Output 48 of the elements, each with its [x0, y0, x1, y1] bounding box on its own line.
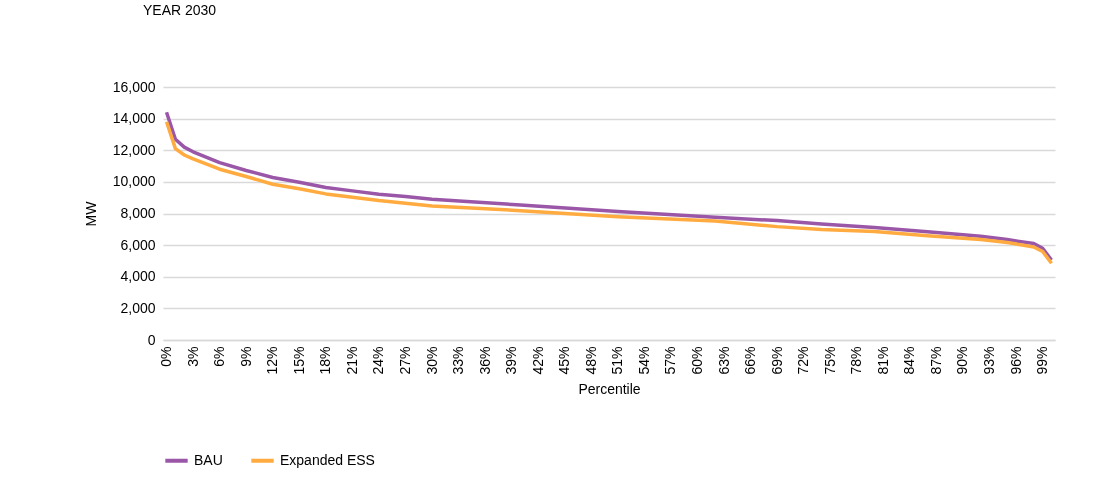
y-tick-label: 8,000	[120, 205, 156, 221]
y-tick-label: 16,000	[112, 78, 156, 95]
y-tick-label: 4,000	[120, 268, 156, 285]
x-tick-label: 84%	[901, 346, 918, 375]
legend-label: Expanded ESS	[280, 451, 375, 468]
x-tick-label: 3%	[184, 346, 201, 367]
x-tick-label: 33%	[450, 346, 467, 375]
y-axis-title: MW	[82, 200, 99, 227]
x-tick-label: 6%	[211, 346, 228, 367]
x-tick-label: 57%	[662, 346, 679, 375]
x-tick-label: 18%	[317, 346, 334, 375]
x-tick-label: 39%	[503, 346, 520, 375]
y-tick-label: 2,000	[120, 299, 156, 316]
x-tick-label: 0%	[158, 346, 175, 367]
x-tick-label: 93%	[981, 346, 998, 375]
x-tick-label: 48%	[582, 346, 599, 375]
x-tick-label: 27%	[396, 346, 413, 375]
x-tick-label: 30%	[423, 346, 440, 375]
x-tick-label: 90%	[954, 346, 971, 375]
y-tick-label: 0	[147, 331, 156, 348]
x-tick-label: 63%	[715, 346, 732, 375]
y-tick-label: 12,000	[112, 141, 156, 158]
x-tick-label: 15%	[290, 346, 307, 375]
x-tick-label: 51%	[609, 346, 626, 375]
x-tick-label: 60%	[688, 346, 705, 375]
y-tick-label: 10,000	[112, 173, 156, 190]
chart-title: YEAR 2030	[143, 2, 217, 18]
x-tick-label: 78%	[848, 346, 865, 375]
x-tick-label: 87%	[927, 346, 944, 375]
x-tick-label: 69%	[768, 346, 785, 375]
x-tick-label: 36%	[476, 346, 493, 375]
y-tick-label: 14,000	[112, 110, 156, 127]
x-tick-label: 54%	[635, 346, 652, 375]
x-tick-label: 72%	[795, 346, 812, 375]
x-tick-label: 45%	[556, 346, 573, 375]
x-tick-label: 12%	[264, 346, 281, 375]
x-tick-label: 99%	[1034, 346, 1051, 375]
x-tick-label: 9%	[237, 346, 254, 367]
x-tick-label: 66%	[742, 346, 759, 375]
x-tick-label: 42%	[529, 346, 546, 375]
x-tick-label: 24%	[370, 346, 387, 375]
legend-label: BAU	[194, 451, 223, 468]
x-axis-title: Percentile	[578, 380, 641, 397]
x-tick-label: 96%	[1007, 346, 1024, 375]
x-tick-label: 81%	[874, 346, 891, 375]
y-tick-label: 6,000	[120, 236, 156, 253]
x-tick-label: 75%	[821, 346, 838, 375]
x-tick-label: 21%	[343, 346, 360, 375]
